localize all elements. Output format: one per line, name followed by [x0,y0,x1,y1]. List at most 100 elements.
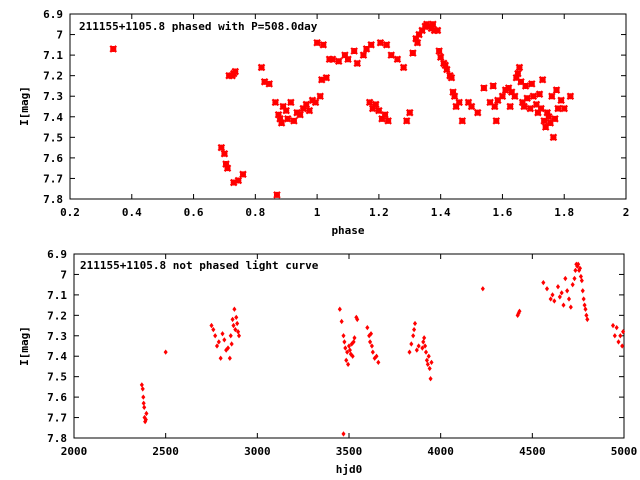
data-point [143,416,148,423]
data-point [541,279,546,286]
data-point [515,63,524,72]
data-point [504,84,513,92]
x-tick-label: 0.4 [122,206,142,219]
y-tick-label: 7.7 [47,412,67,425]
plot-frame-phased [69,13,627,200]
data-point [365,98,374,107]
data-point [429,359,434,366]
data-point [350,353,355,359]
data-point [229,178,238,187]
data-point [430,26,439,35]
data-point [581,296,586,302]
data-point [337,306,342,312]
y-tick-label: 7.3 [47,330,67,343]
data-point [222,337,227,343]
data-point [163,349,168,355]
y-tick-label: 7.1 [43,49,63,62]
data-point [236,333,242,339]
data-point [549,133,558,142]
data-point [443,65,451,74]
data-point [415,30,423,39]
data-point [230,316,235,323]
data-point [109,45,118,53]
data-point [368,104,377,113]
data-point [458,117,467,125]
data-point [426,353,431,359]
data-point [372,100,380,109]
data-point [346,361,351,368]
y-tick-label: 6.9 [47,248,67,261]
y-tick-label: 7.6 [47,391,67,404]
data-point [316,92,324,101]
data-point [343,345,348,351]
data-point [378,115,386,123]
data-point [514,69,522,78]
data-point [213,333,218,339]
panel-title-unphased: 211155+1105.8 not phased light curve [80,259,319,272]
data-point [350,47,358,55]
data-point [559,290,564,296]
y-tick-label: 7.2 [47,309,67,322]
data-point [341,431,346,437]
data-point [566,92,575,101]
x-tick-label: 1.8 [554,206,574,219]
data-point [517,78,525,86]
data-points-unphased [139,261,626,437]
data-point [234,314,239,321]
data-point [532,100,541,109]
y-tick-label: 7.8 [47,432,67,445]
data-point [455,98,463,107]
data-point [341,333,346,339]
data-point [529,92,538,101]
x-tick-label: 1 [314,206,321,219]
data-point [610,322,616,329]
data-point [231,67,240,76]
data-point [271,98,280,107]
panel-unphased: 2000 2500 3000 3500 4000 4500 5000 6.9 7 7.1 7.2 7.… [18,248,637,476]
data-point [231,322,236,329]
x-tick-label: 4500 [519,445,546,458]
data-point [265,80,274,88]
data-point [506,102,514,111]
data-point [225,71,233,80]
data-point [412,320,418,327]
data-point [449,88,457,96]
data-point [566,296,572,302]
x-tick-label: 1.6 [493,206,513,219]
data-point [423,349,429,355]
data-point [537,104,545,113]
x-tick-label: 1.2 [369,206,389,219]
data-point [296,110,304,119]
data-point [279,102,287,111]
data-point [225,345,231,351]
data-point [467,102,476,111]
data-point [211,326,216,333]
data-point [236,329,241,335]
x-tick-label: 5000 [611,445,638,458]
data-point [520,102,528,111]
y-tick-label: 7.4 [47,350,67,363]
data-point [220,150,229,158]
data-point [517,308,522,314]
data-point [368,331,374,337]
data-point [411,333,416,339]
y-tick-label: 7 [56,29,63,42]
data-point [235,320,240,327]
data-point [538,75,547,84]
data-point [234,176,243,185]
data-point [374,353,379,359]
data-point [409,341,414,347]
x-tick-label: 1.4 [431,206,451,219]
data-point [585,316,590,323]
data-point [427,365,432,372]
data-point [141,394,146,400]
x-axis-label-unphased: hjd0 [336,463,363,476]
data-point [577,265,583,271]
data-point [369,343,374,349]
data-point [229,341,234,347]
data-point [227,355,232,361]
data-point [346,343,352,349]
data-point [413,38,422,47]
data-point [352,335,357,341]
data-point [576,261,581,267]
